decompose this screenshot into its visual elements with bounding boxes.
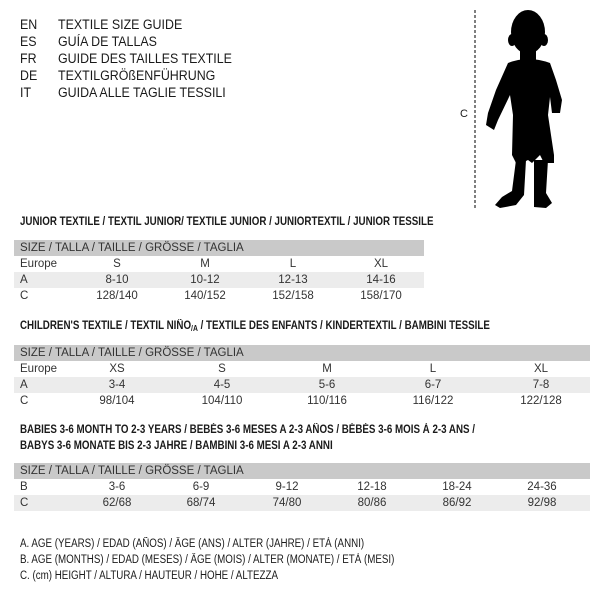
row-label: B — [20, 481, 28, 493]
lang-code: ES — [20, 34, 37, 49]
lang-title: TEXTILGRÖßENFÜHRUNG — [58, 68, 216, 83]
children-title: CHILDREN'S TEXTILE / TEXTIL NIÑO/A / TEX… — [20, 320, 490, 333]
table-cell: XS — [109, 363, 125, 375]
table-cell: 116/122 — [412, 395, 454, 407]
table-cell: 3-6 — [108, 481, 126, 493]
table-cell: L — [429, 363, 437, 375]
table-cell: 8-10 — [105, 274, 129, 286]
table-row: A 3-4 4-5 5-6 6-7 7-8 — [14, 377, 590, 393]
table-row: Europe XS S M L XL — [14, 361, 590, 377]
babies-size-table: SIZE / TALLA / TAILLE / GRÖSSE / TAGLIA … — [14, 463, 590, 511]
lang-title: TEXTILE SIZE GUIDE — [58, 17, 183, 32]
table-cell: 62/68 — [102, 497, 132, 509]
row-label: C — [20, 395, 29, 407]
table-cell: 128/140 — [96, 290, 138, 302]
table-cell: 158/170 — [360, 290, 402, 302]
table-cell: 6-9 — [192, 481, 210, 493]
table-row: C 128/140 140/152 152/158 158/170 — [14, 288, 424, 304]
table-cell: 18-24 — [442, 481, 472, 493]
row-label: C — [20, 290, 29, 302]
table-cell: 9-12 — [275, 481, 299, 493]
table-cell: S — [218, 363, 226, 375]
babies-title-line1: BABIES 3-6 MONTH TO 2-3 YEARS / BEBÉS 3-… — [20, 424, 476, 436]
lang-title: GUIDA ALLE TAGLIE TESSILI — [58, 85, 226, 100]
table-cell: 10-12 — [190, 274, 220, 286]
junior-title: JUNIOR TEXTILE / TEXTIL JUNIOR/ TEXTILE … — [20, 216, 434, 228]
table-cell: 122/128 — [520, 395, 562, 407]
table-cell: XL — [373, 258, 389, 270]
row-label: A — [20, 379, 28, 391]
table-cell: M — [200, 258, 210, 270]
row-label: C — [20, 497, 29, 509]
legend-item-c: C. (cm) HEIGHT / ALTURA / HAUTEUR / HÖHE… — [20, 570, 278, 582]
table-header: SIZE / TALLA / TAILLE / GRÖSSE / TAGLIA — [14, 345, 590, 361]
table-cell: 24-36 — [527, 481, 557, 493]
child-silhouette-icon — [474, 10, 562, 208]
lang-title: GUÍA DE TALLAS — [58, 34, 157, 49]
table-cell: 12-18 — [357, 481, 387, 493]
table-cell: S — [113, 258, 121, 270]
lang-code: DE — [20, 68, 38, 83]
legend-item-b: B. AGE (MONTHS) / EDAD (MESES) / ÂGE (MO… — [20, 554, 395, 566]
babies-title-line2: BABYS 3-6 MONATE BIS 2-3 JAHRE / BAMBINI… — [20, 440, 333, 452]
lang-code: EN — [20, 17, 38, 32]
junior-size-table: SIZE / TALLA / TAILLE / GRÖSSE / TAGLIA … — [14, 240, 424, 304]
table-row: A 8-10 10-12 12-13 14-16 — [14, 272, 424, 288]
table-cell: 140/152 — [184, 290, 226, 302]
table-cell: 68/74 — [186, 497, 216, 509]
table-cell: 110/116 — [307, 395, 347, 407]
legend-item-a: A. AGE (YEARS) / EDAD (AÑOS) / ÂGE (ANS)… — [20, 538, 365, 550]
table-cell: 86/92 — [442, 497, 472, 509]
table-row: B 3-6 6-9 9-12 12-18 18-24 24-36 — [14, 479, 590, 495]
table-cell: 3-4 — [108, 379, 126, 391]
height-measure-label: C — [460, 108, 468, 120]
lang-code: IT — [20, 85, 32, 100]
table-header: SIZE / TALLA / TAILLE / GRÖSSE / TAGLIA — [14, 463, 590, 479]
table-cell: 4-5 — [213, 379, 231, 391]
table-row: C 98/104 104/110 110/116 116/122 122/128 — [14, 393, 590, 409]
children-size-table: SIZE / TALLA / TAILLE / GRÖSSE / TAGLIA … — [14, 345, 590, 409]
table-row: C 62/68 68/74 74/80 80/86 86/92 92/98 — [14, 495, 590, 511]
table-cell: XL — [533, 363, 549, 375]
table-header: SIZE / TALLA / TAILLE / GRÖSSE / TAGLIA — [14, 240, 424, 256]
lang-title: GUIDE DES TAILLES TEXTILE — [58, 51, 232, 66]
lang-code: FR — [20, 51, 37, 66]
table-cell: 98/104 — [99, 395, 135, 407]
table-cell: L — [289, 258, 297, 270]
row-label: A — [20, 274, 28, 286]
table-cell: 14-16 — [366, 274, 396, 286]
table-cell: 6-7 — [424, 379, 442, 391]
table-cell: 80/86 — [357, 497, 387, 509]
table-cell: 104/110 — [201, 395, 243, 407]
row-label: Europe — [20, 363, 58, 375]
table-cell: 92/98 — [527, 497, 557, 509]
table-cell: M — [322, 363, 332, 375]
row-label: Europe — [20, 258, 58, 270]
table-cell: 12-13 — [278, 274, 308, 286]
table-cell: 5-6 — [318, 379, 336, 391]
table-cell: 74/80 — [272, 497, 302, 509]
table-row: Europe S M L XL — [14, 256, 424, 272]
table-cell: 152/158 — [272, 290, 314, 302]
table-cell: 7-8 — [532, 379, 550, 391]
